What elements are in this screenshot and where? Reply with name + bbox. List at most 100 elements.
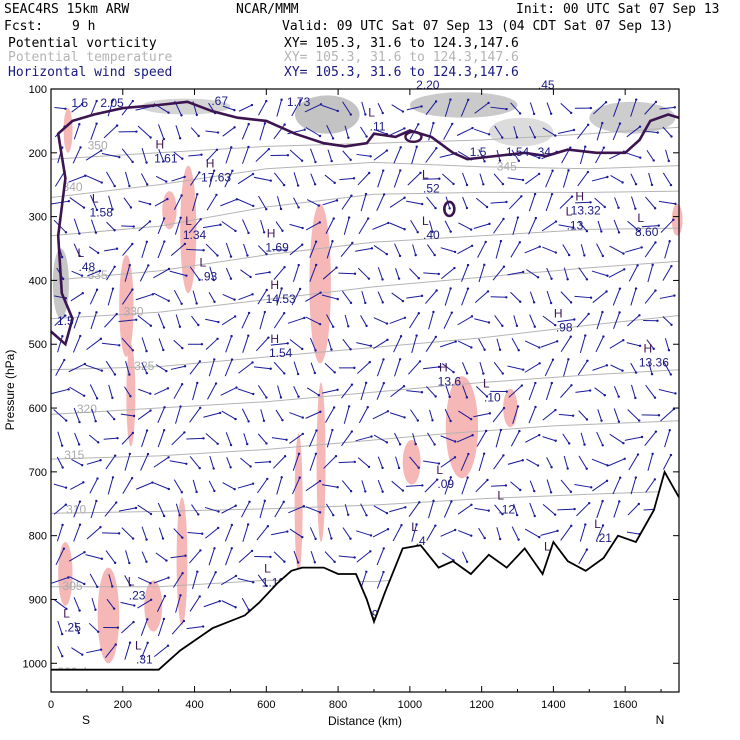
wind-vector: [360, 126, 368, 137]
extremum-value: 13.6: [438, 375, 462, 389]
wind-vector: [321, 294, 338, 300]
wind-vector-head: [670, 264, 673, 268]
wind-vector: [342, 101, 352, 115]
wind-vector: [524, 528, 540, 538]
wind-vector-head: [249, 275, 252, 279]
wind-vector: [154, 198, 168, 207]
wind-vector-head: [634, 183, 638, 186]
wind-vector-head: [349, 113, 353, 116]
wind-vector-head: [420, 105, 423, 108]
wind-vector: [226, 457, 232, 468]
wind-vector-head: [634, 396, 637, 400]
wind-vector: [155, 552, 167, 561]
wind-vector: [260, 409, 265, 421]
wind-vector-head: [314, 160, 317, 164]
wind-vector: [188, 218, 202, 234]
wind-vector-head: [162, 617, 166, 621]
wind-vector-head: [146, 183, 149, 186]
wind-vector-head: [399, 335, 403, 338]
wind-vector-head: [438, 177, 441, 180]
wind-vector-head: [216, 337, 219, 341]
wind-vector: [579, 524, 586, 542]
wind-vector-head: [165, 559, 168, 562]
wind-vector: [507, 365, 524, 371]
wind-vector: [392, 524, 402, 542]
wind-vector-head: [128, 641, 132, 644]
wind-vector: [493, 455, 504, 470]
wind-vector-head: [297, 206, 300, 209]
wind-vector: [69, 197, 85, 208]
wind-vector: [55, 548, 65, 566]
wind-vector: [208, 170, 215, 188]
wind-vector-head: [303, 128, 306, 131]
wind-vector: [663, 360, 672, 375]
wind-vector: [355, 247, 373, 252]
wind-vector: [462, 362, 468, 374]
wind-vector: [157, 407, 165, 424]
wind-vector: [238, 104, 253, 112]
wind-vector-head: [673, 294, 676, 297]
wind-vector-head: [517, 159, 521, 163]
wind-vector: [241, 123, 250, 140]
wind-vector-head: [117, 532, 121, 535]
wind-vector-head: [637, 419, 641, 422]
wind-vector-head: [401, 110, 405, 113]
wind-vector: [645, 479, 656, 493]
wind-vector-head: [247, 334, 250, 337]
wind-vector-head: [195, 302, 198, 305]
theta-contour-line: [50, 227, 680, 281]
wind-vector: [209, 266, 215, 281]
wind-vector-head: [80, 102, 84, 106]
theta-contour-label: 340: [63, 180, 83, 194]
wind-vector-head: [618, 476, 622, 479]
wind-vector-head: [667, 349, 671, 352]
wind-vector: [305, 411, 321, 419]
wind-vector: [257, 245, 267, 255]
wind-vector: [377, 291, 384, 303]
wind-vector: [439, 341, 456, 348]
wind-vector: [376, 548, 385, 566]
wind-vector-head: [586, 170, 590, 174]
wind-vector: [542, 436, 556, 442]
wind-vector: [140, 642, 149, 660]
wind-vector: [158, 338, 164, 351]
wind-vector: [341, 195, 352, 210]
wind-vector: [310, 173, 316, 185]
wind-vector: [542, 315, 556, 326]
y-axis-label: Pressure (hPa): [3, 350, 17, 431]
pv-shade-region: [409, 92, 518, 118]
wind-vector: [122, 243, 133, 256]
wind-vector: [54, 315, 66, 327]
wind-vector: [426, 244, 436, 256]
wind-vector-head: [131, 431, 135, 435]
wind-vector: [609, 245, 624, 255]
wind-vector-head: [469, 228, 473, 231]
wind-vector: [558, 224, 574, 229]
wind-vector-head: [167, 111, 170, 114]
wind-vector-head: [533, 136, 537, 139]
wind-vector-head: [435, 478, 439, 481]
wind-vector-head: [180, 302, 183, 306]
wind-vector: [105, 455, 116, 470]
wind-vector-head: [533, 489, 536, 493]
wind-vector: [546, 267, 552, 280]
wind-vector: [186, 626, 204, 630]
wind-vector-head: [213, 547, 216, 550]
wind-vector: [224, 524, 233, 542]
wind-vector-head: [95, 499, 98, 503]
wind-vector-head: [450, 311, 453, 314]
wind-vector-head: [465, 206, 469, 210]
wind-vector-head: [618, 98, 621, 101]
wind-vector: [157, 502, 165, 517]
wind-vector: [560, 525, 572, 541]
wind-vector: [121, 148, 134, 163]
wind-vector: [630, 362, 637, 373]
wind-vector-head: [483, 263, 486, 267]
wind-vector-head: [61, 277, 65, 281]
wind-vector: [304, 103, 322, 113]
wind-vector: [613, 501, 620, 518]
wind-vector-head: [251, 580, 255, 584]
wind-vector-head: [606, 175, 609, 179]
pv-shade-region: [295, 95, 360, 134]
wind-vector: [85, 364, 103, 372]
